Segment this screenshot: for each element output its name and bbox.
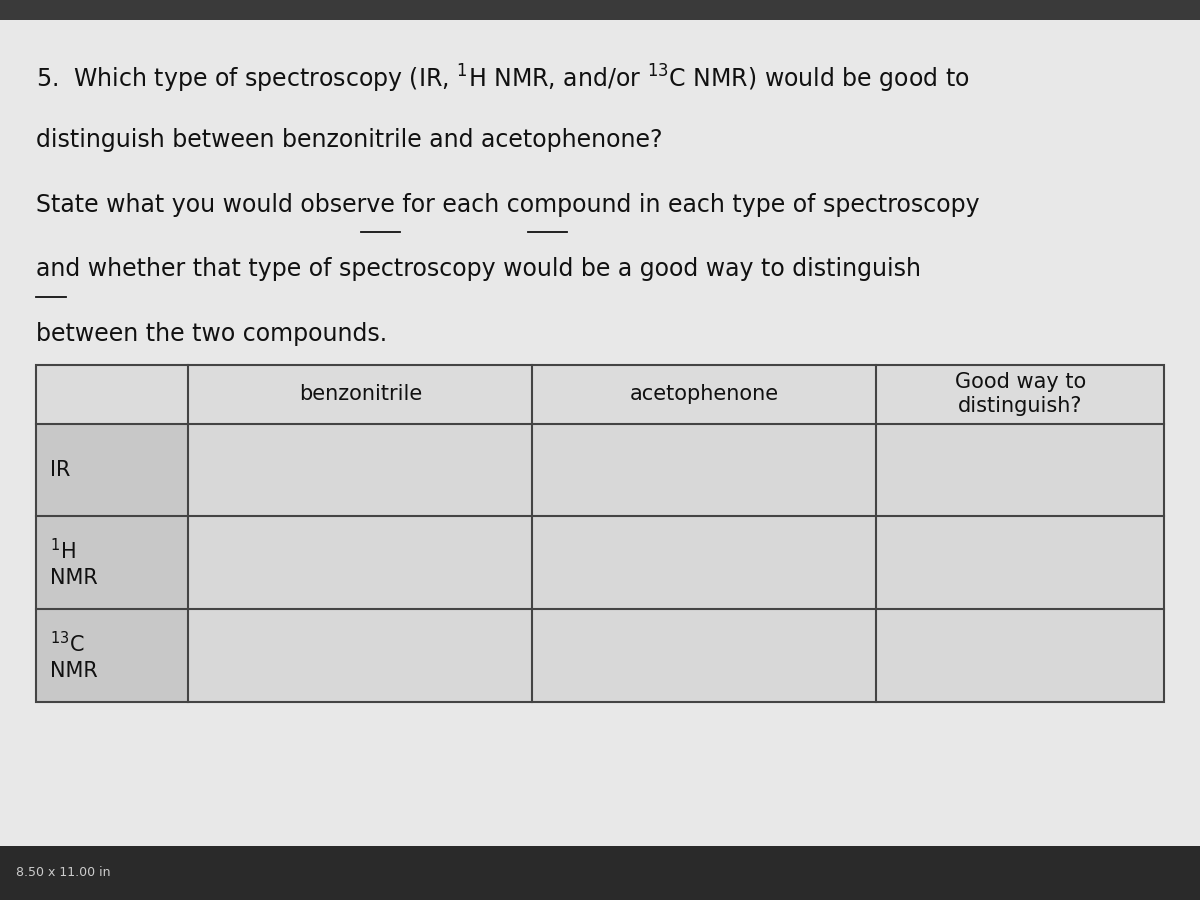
Bar: [533, 609, 876, 702]
Bar: [0, 846, 1200, 900]
Bar: [533, 364, 876, 424]
Text: State what you would observe for each compound in each type of spectroscopy: State what you would observe for each co…: [36, 193, 979, 217]
Bar: [36, 364, 1164, 702]
Bar: [188, 609, 533, 702]
Bar: [533, 424, 876, 517]
Bar: [36, 364, 188, 424]
Bar: [876, 364, 1164, 424]
Bar: [188, 424, 533, 517]
Text: IR: IR: [50, 460, 71, 480]
Text: distinguish between benzonitrile and acetophenone?: distinguish between benzonitrile and ace…: [36, 128, 662, 152]
Bar: [876, 424, 1164, 517]
Text: $^{13}$C
NMR: $^{13}$C NMR: [50, 631, 98, 680]
Bar: [876, 609, 1164, 702]
Text: 8.50 x 11.00 in: 8.50 x 11.00 in: [16, 867, 110, 879]
Text: $^1$H
NMR: $^1$H NMR: [50, 538, 98, 588]
Bar: [188, 517, 533, 609]
Text: Good way to
distinguish?: Good way to distinguish?: [954, 372, 1086, 417]
Text: benzonitrile: benzonitrile: [299, 384, 422, 404]
Bar: [36, 424, 188, 517]
Bar: [533, 517, 876, 609]
Bar: [36, 517, 188, 609]
Bar: [0, 0, 1200, 20]
Bar: [188, 364, 533, 424]
Text: 5.  Which type of spectroscopy (IR, $\mathregular{^1}$H NMR, and/or $\mathregula: 5. Which type of spectroscopy (IR, $\mat…: [36, 63, 970, 95]
Text: and whether that type of spectroscopy would be a good way to distinguish: and whether that type of spectroscopy wo…: [36, 257, 922, 282]
Text: acetophenone: acetophenone: [630, 384, 779, 404]
Bar: [36, 609, 188, 702]
Text: between the two compounds.: between the two compounds.: [36, 322, 388, 346]
Bar: [876, 517, 1164, 609]
